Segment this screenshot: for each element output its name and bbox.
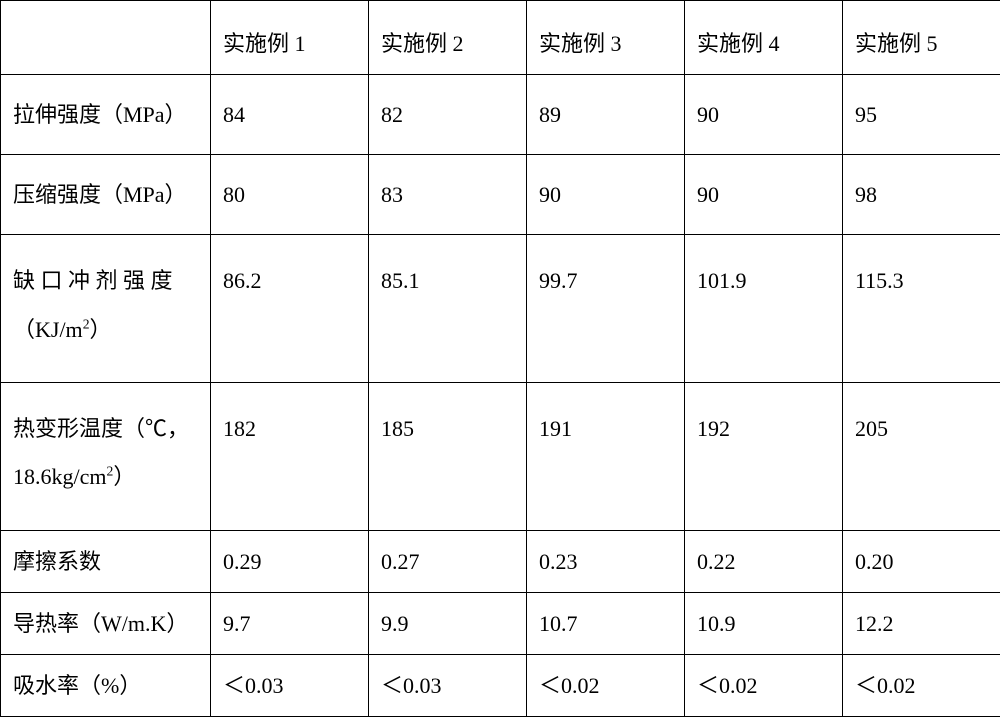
row-value: 9.9 [369, 592, 527, 654]
row-value: ＜0.02 [527, 654, 685, 716]
row-value: 98 [843, 154, 1000, 234]
row-label: 热变形温度（℃， 18.6kg/cm2） [1, 382, 211, 530]
row-label: 吸水率（%） [1, 654, 211, 716]
header-col-3: 实施例 3 [527, 1, 685, 75]
row-value: 192 [685, 382, 843, 530]
row-label-line2b: ） [113, 464, 135, 489]
row-label-line1: 缺 口 冲 剂 强 度 [13, 268, 173, 293]
row-label: 摩擦系数 [1, 530, 211, 592]
header-blank-cell [1, 1, 211, 75]
row-value: ＜0.03 [211, 654, 369, 716]
row-label: 缺 口 冲 剂 强 度 （KJ/m2） [1, 235, 211, 383]
row-value: 84 [211, 74, 369, 154]
table-row: 缺 口 冲 剂 强 度 （KJ/m2） 86.2 85.1 99.7 101.9… [1, 235, 1000, 383]
row-value: 90 [685, 154, 843, 234]
row-label-line1: 热变形温度（℃， [13, 416, 189, 441]
row-value: 0.23 [527, 530, 685, 592]
row-value: 115.3 [843, 235, 1000, 383]
header-col-4: 实施例 4 [685, 1, 843, 75]
row-value: 95 [843, 74, 1000, 154]
table-row: 热变形温度（℃， 18.6kg/cm2） 182 185 191 192 205 [1, 382, 1000, 530]
row-value: 89 [527, 74, 685, 154]
row-label: 导热率（W/m.K） [1, 592, 211, 654]
row-value: 80 [211, 154, 369, 234]
row-label: 压缩强度（MPa） [1, 154, 211, 234]
row-value: 0.27 [369, 530, 527, 592]
row-value: 12.2 [843, 592, 1000, 654]
data-table: 实施例 1 实施例 2 实施例 3 实施例 4 实施例 5 拉伸强度（MPa） … [0, 0, 1000, 717]
row-value: 86.2 [211, 235, 369, 383]
header-col-2: 实施例 2 [369, 1, 527, 75]
row-value: 0.22 [685, 530, 843, 592]
row-value: 0.20 [843, 530, 1000, 592]
row-value: 101.9 [685, 235, 843, 383]
header-col-1: 实施例 1 [211, 1, 369, 75]
row-value: ＜0.02 [843, 654, 1000, 716]
table-row: 吸水率（%） ＜0.03 ＜0.03 ＜0.02 ＜0.02 ＜0.02 [1, 654, 1000, 716]
row-value: 85.1 [369, 235, 527, 383]
row-value: ＜0.02 [685, 654, 843, 716]
row-value: 10.9 [685, 592, 843, 654]
row-value: 205 [843, 382, 1000, 530]
table-row: 拉伸强度（MPa） 84 82 89 90 95 [1, 74, 1000, 154]
table-row: 摩擦系数 0.29 0.27 0.23 0.22 0.20 [1, 530, 1000, 592]
row-value: 182 [211, 382, 369, 530]
row-value: 0.29 [211, 530, 369, 592]
row-value: 90 [527, 154, 685, 234]
row-label-sup: 2 [83, 316, 90, 331]
row-value: 191 [527, 382, 685, 530]
row-label-line2a: 18.6kg/cm [13, 464, 107, 489]
row-label: 拉伸强度（MPa） [1, 74, 211, 154]
row-value: 10.7 [527, 592, 685, 654]
row-value: 185 [369, 382, 527, 530]
row-value: ＜0.03 [369, 654, 527, 716]
row-value: 99.7 [527, 235, 685, 383]
row-value: 90 [685, 74, 843, 154]
row-value: 9.7 [211, 592, 369, 654]
row-label-line2b: ） [90, 317, 112, 342]
table-row: 导热率（W/m.K） 9.7 9.9 10.7 10.9 12.2 [1, 592, 1000, 654]
data-table-container: 实施例 1 实施例 2 实施例 3 实施例 4 实施例 5 拉伸强度（MPa） … [0, 0, 1000, 717]
header-col-5: 实施例 5 [843, 1, 1000, 75]
table-header-row: 实施例 1 实施例 2 实施例 3 实施例 4 实施例 5 [1, 1, 1000, 75]
row-value: 83 [369, 154, 527, 234]
row-value: 82 [369, 74, 527, 154]
table-row: 压缩强度（MPa） 80 83 90 90 98 [1, 154, 1000, 234]
row-label-line2a: （KJ/m [13, 317, 83, 342]
